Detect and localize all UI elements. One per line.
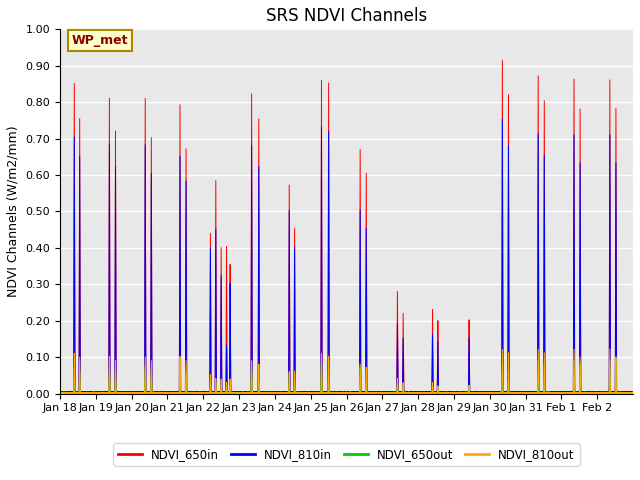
Line: NDVI_810out: NDVI_810out <box>60 349 633 394</box>
NDVI_650out <box>629 390 637 396</box>
NDVI_650in <box>512 390 520 396</box>
NDVI_810in <box>396 389 403 395</box>
NDVI_650in <box>489 391 497 396</box>
NDVI_810in <box>512 390 520 396</box>
NDVI_650in <box>56 390 64 396</box>
NDVI_810out <box>511 390 519 396</box>
Title: SRS NDVI Channels: SRS NDVI Channels <box>266 7 427 25</box>
NDVI_650in <box>396 390 403 396</box>
NDVI_810in <box>481 389 489 395</box>
NDVI_810in <box>56 390 64 396</box>
NDVI_650out <box>56 390 64 396</box>
NDVI_810in <box>85 389 93 395</box>
Legend: NDVI_650in, NDVI_810in, NDVI_650out, NDVI_810out: NDVI_650in, NDVI_810in, NDVI_650out, NDV… <box>113 443 580 466</box>
NDVI_810in <box>413 391 420 396</box>
NDVI_650in <box>499 58 506 63</box>
NDVI_650out <box>383 391 390 396</box>
NDVI_810in <box>264 390 271 396</box>
NDVI_650out <box>264 390 271 396</box>
NDVI_810out <box>606 346 614 352</box>
NDVI_810in <box>420 389 428 395</box>
NDVI_810out <box>56 390 64 396</box>
NDVI_810out <box>629 390 637 396</box>
Line: NDVI_650in: NDVI_650in <box>60 60 633 394</box>
NDVI_650in <box>264 389 271 395</box>
NDVI_810out <box>396 390 403 396</box>
Line: NDVI_810in: NDVI_810in <box>60 119 633 394</box>
NDVI_810out <box>168 391 175 396</box>
Y-axis label: NDVI Channels (W/m2/mm): NDVI Channels (W/m2/mm) <box>7 126 20 297</box>
Line: NDVI_650out: NDVI_650out <box>60 357 633 394</box>
NDVI_650out <box>85 390 93 396</box>
NDVI_650out <box>317 354 325 360</box>
NDVI_810out <box>85 391 93 396</box>
NDVI_810out <box>264 390 271 396</box>
NDVI_810out <box>481 390 489 396</box>
NDVI_810out <box>420 390 428 396</box>
NDVI_650in <box>629 390 637 396</box>
NDVI_650in <box>481 389 489 395</box>
NDVI_650in <box>420 390 428 396</box>
NDVI_810in <box>499 116 506 122</box>
NDVI_650out <box>481 390 489 396</box>
NDVI_650in <box>85 391 93 396</box>
Text: WP_met: WP_met <box>72 34 128 47</box>
NDVI_650out <box>512 391 520 396</box>
NDVI_810in <box>629 390 637 396</box>
NDVI_650out <box>420 390 428 396</box>
NDVI_650out <box>396 390 403 396</box>
